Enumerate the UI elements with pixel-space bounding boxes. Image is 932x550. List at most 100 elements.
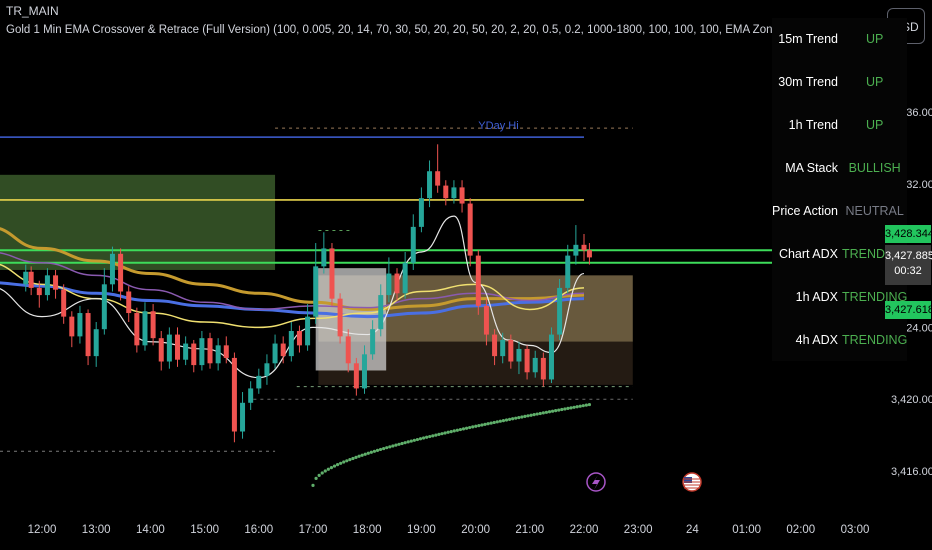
candle [483, 305, 489, 335]
candle [23, 271, 29, 285]
trail-dot [391, 444, 395, 448]
candle [418, 198, 424, 227]
trail-dot [464, 426, 469, 430]
candle [394, 273, 400, 294]
trail-dot [326, 467, 330, 471]
candle [540, 357, 546, 380]
us-flag-icon [682, 472, 702, 492]
trend-label: MA Stack [785, 161, 839, 176]
candle [361, 354, 367, 389]
trail-dot [535, 412, 539, 416]
trail-dot [547, 410, 552, 414]
trend-value: UP [865, 32, 884, 47]
trend-label: 30m Trend [778, 75, 839, 90]
candle [36, 287, 42, 296]
x-tick-label: 13:00 [82, 524, 111, 536]
trail-dot [560, 407, 564, 412]
trail-dot [329, 465, 334, 470]
candle [280, 343, 286, 357]
x-tick-label: 24 [686, 524, 699, 536]
trail-dot [575, 405, 579, 409]
trail-dot [388, 445, 392, 449]
trail-dot [431, 434, 435, 438]
trail-dot [461, 427, 466, 431]
symbol-title: TR_MAIN [6, 4, 59, 18]
trend-label: 1h Trend [788, 118, 839, 133]
trail-dot [397, 442, 401, 446]
trend-value: NEUTRAL [845, 204, 904, 218]
trail-dot [492, 420, 496, 425]
trail-dot [425, 435, 429, 439]
candle [410, 226, 416, 263]
trail-dot [421, 436, 426, 440]
trail-dot [342, 460, 346, 464]
candle [353, 363, 359, 389]
candle [28, 271, 34, 288]
trail-dot [314, 476, 318, 480]
trail-dot [394, 443, 398, 447]
candle [69, 316, 75, 337]
trend-label: 1h ADX [795, 289, 839, 304]
trend-row: MA Stack BULLISH [772, 147, 907, 190]
trend-row: 15m Trend UP [772, 18, 907, 61]
trail-dot [569, 406, 573, 410]
trail-dot [544, 410, 549, 414]
x-tick-label: 21:00 [515, 524, 544, 536]
candle [329, 248, 335, 299]
candle [199, 338, 205, 366]
candle [118, 253, 124, 292]
trail-dot [541, 411, 545, 415]
trend-row: 1h Trend UP [772, 104, 907, 147]
candle [516, 348, 522, 362]
trail-dot [382, 446, 386, 451]
indicator-title[interactable]: Gold 1 Min EMA Crossover & Retrace (Full… [6, 24, 812, 36]
trail-dot [339, 461, 343, 465]
candle [573, 244, 579, 256]
trail-dot [348, 458, 352, 462]
zones [0, 174, 633, 385]
trend-value: BULLISH [848, 161, 901, 176]
trail-dot [584, 403, 588, 407]
series-line-1 [0, 227, 585, 311]
candle [370, 329, 376, 355]
candle [175, 334, 180, 360]
trail-dot [581, 404, 585, 408]
trail-dot [566, 406, 570, 411]
trail-dot [468, 425, 472, 430]
series-line-3 [0, 263, 585, 329]
trend-value: UP [865, 118, 884, 133]
x-tick-label: 18:00 [353, 524, 382, 536]
candle [586, 250, 592, 258]
trail-dot [578, 404, 582, 408]
trail-dot [345, 459, 349, 463]
trend-value: TRENDING [842, 289, 908, 304]
trend-row: 4h ADX TRENDING [772, 318, 908, 361]
x-tick-label: 20:00 [461, 524, 490, 536]
x-tick-label: 19:00 [407, 524, 436, 536]
trail-dot [480, 423, 484, 427]
candle [288, 330, 294, 357]
x-tick-label: 12:00 [28, 524, 57, 536]
trail-dot [354, 455, 358, 459]
trail-dot [477, 424, 481, 428]
x-tick-label: 14:00 [136, 524, 165, 536]
trail-dot [412, 438, 416, 442]
trail-dot [363, 452, 367, 456]
trend-value: TRENDING [842, 332, 908, 347]
x-tick-label: 02:00 [786, 524, 815, 536]
candle [492, 334, 498, 357]
candle [126, 291, 132, 314]
candle [467, 203, 473, 256]
candle [85, 313, 91, 357]
x-tick-label: 23:00 [624, 524, 653, 536]
trail-dot [511, 417, 515, 421]
trail-dot [317, 473, 321, 477]
trail-dot [501, 418, 506, 423]
trend-row: 1h ADX TRENDING [772, 275, 908, 318]
candle [386, 273, 392, 296]
x-tick-label: 03:00 [841, 524, 870, 536]
trail-dot [428, 434, 432, 439]
candle [150, 311, 156, 339]
trail-dot [489, 421, 493, 425]
